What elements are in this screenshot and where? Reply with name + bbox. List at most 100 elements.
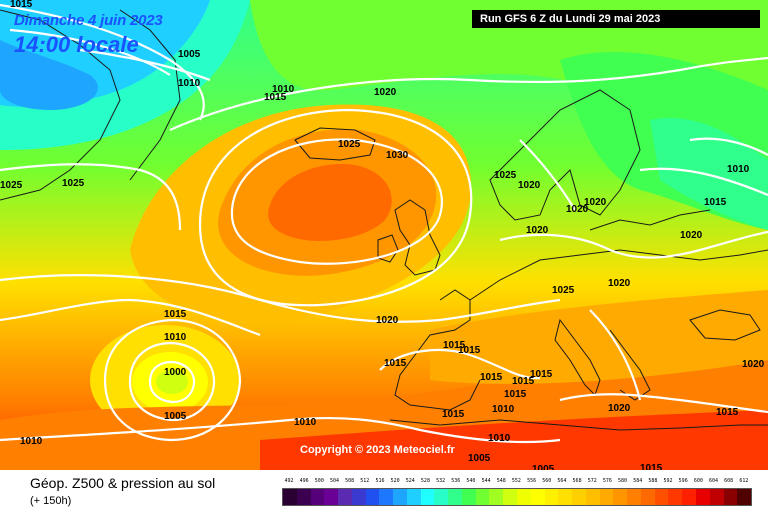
mediterranean-warm — [430, 290, 768, 384]
legend-swatch — [668, 489, 683, 505]
azores-cutoff-low-core — [156, 370, 188, 394]
legend-swatch — [338, 489, 352, 505]
isobar-label: 1020 — [526, 225, 549, 236]
legend-swatch — [379, 489, 394, 505]
legend-value: 520 — [390, 478, 400, 484]
isobar-label: 1020 — [584, 197, 607, 208]
isobar-label: 1015 — [640, 463, 663, 470]
legend-swatch — [599, 489, 614, 505]
legend-value: 580 — [618, 478, 628, 484]
legend-swatch — [530, 489, 545, 505]
legend-swatch — [420, 489, 435, 505]
legend-value: 600 — [693, 478, 703, 484]
legend-value: 568 — [572, 478, 582, 484]
legend-swatch — [640, 489, 655, 505]
isobar-label: 1015 — [458, 345, 481, 356]
legend-swatch — [723, 489, 738, 505]
isobar-label: 1010 — [164, 332, 187, 343]
legend-swatch — [489, 489, 504, 505]
legend-swatch — [544, 489, 559, 505]
isobar-label: 1005 — [178, 49, 201, 60]
europe-mainland — [469, 249, 768, 301]
isobar-label: 1015 — [480, 372, 503, 383]
north-africa-coast — [389, 419, 768, 431]
legend-swatch — [695, 489, 710, 505]
ireland — [377, 234, 399, 263]
isobar-label: 1015 — [704, 197, 727, 208]
isobar-label: 1020 — [608, 403, 631, 414]
legend-swatch — [310, 489, 325, 505]
isobar-label: 1020 — [680, 230, 703, 241]
isobar-label: 1015 — [264, 92, 287, 103]
legend-value: 552 — [511, 478, 521, 484]
color-scale-legend: 492 496 500 504 508 512 516 520 524 528 532 536 540 5… — [282, 478, 752, 508]
isobar-1030 — [230, 138, 443, 265]
legend-value: 592 — [663, 478, 673, 484]
greece-balkans — [609, 329, 651, 401]
iceland-high-center — [268, 164, 392, 241]
isobar-label: 1015 — [716, 407, 739, 418]
legend-swatch — [475, 489, 490, 505]
legend-swatch — [406, 489, 421, 505]
legend-value: 532 — [436, 478, 446, 484]
isobar-label: 1010 — [294, 417, 317, 428]
isobar-label: 1015 — [530, 369, 553, 380]
legend-value: 548 — [496, 478, 506, 484]
legend-swatch — [283, 489, 297, 505]
legend-swatch — [613, 489, 628, 505]
legend-value: 588 — [648, 478, 658, 484]
legend-swatch — [324, 489, 339, 505]
isobar-label: 1010 — [178, 78, 201, 89]
legend-value: 584 — [633, 478, 643, 484]
isobar-label: 1020 — [374, 87, 397, 98]
legend-swatch — [448, 489, 462, 505]
legend-swatch — [434, 489, 449, 505]
isobar-1015-med — [559, 393, 768, 414]
iceland-coast — [294, 127, 376, 161]
greenland-east-coast — [119, 9, 181, 181]
legend-value: 572 — [587, 478, 597, 484]
legend-swatch — [737, 489, 752, 505]
isobar-label: 1020 — [376, 315, 399, 326]
legend-value: 556 — [527, 478, 537, 484]
isobar-label: 1025 — [338, 139, 361, 150]
isobar-1000-low — [148, 360, 196, 404]
baltic-coast — [589, 209, 711, 231]
isobar-label: 1010 — [272, 84, 295, 95]
legend-value: 512 — [360, 478, 370, 484]
isobar-label: 1025 — [62, 178, 85, 189]
legend-value: 524 — [405, 478, 415, 484]
isobar-label: 1015 — [512, 376, 535, 387]
isobar-label: 1005 — [532, 464, 555, 470]
isobar-1020-north — [169, 56, 768, 132]
weather-map: 1015 1005 1010 1015 1010 1020 1025 1030 … — [0, 0, 768, 470]
legend-value: 608 — [724, 478, 734, 484]
legend-swatch — [365, 489, 380, 505]
legend-swatch — [585, 489, 600, 505]
isobar-label: 1015 — [384, 358, 407, 369]
isobar-labels: 1015 1005 1010 1015 1010 1020 1025 1030 … — [0, 0, 765, 470]
legend-swatch — [558, 489, 573, 505]
isobar-1020-europe — [499, 230, 768, 259]
isobar-label: 1015 — [442, 409, 465, 420]
legend-swatch — [709, 489, 724, 505]
greenland-coast — [0, 9, 121, 201]
isobar-1015-iberia — [379, 348, 541, 380]
legend-swatch — [682, 489, 696, 505]
isobar-label: 1020 — [566, 204, 589, 215]
legend-value: 560 — [542, 478, 552, 484]
legend-value: 528 — [420, 478, 430, 484]
isobar-1010-greenland — [9, 28, 171, 76]
cold-core-inner — [0, 40, 98, 110]
forecast-date: Dimanche 4 juin 2023 — [14, 12, 163, 29]
isobar-1010-south — [0, 416, 561, 444]
isobar-label: 1025 — [494, 170, 517, 181]
isobar-label: 1005 — [468, 453, 491, 464]
legend-swatch — [393, 489, 407, 505]
scandinavia-coast — [489, 89, 641, 221]
legend-swatch — [351, 489, 366, 505]
isobar-1015-greenland — [0, 3, 205, 121]
model-run-label: Run GFS 6 Z du Lundi 29 mai 2023 — [472, 10, 760, 28]
isobar-label: 1020 — [608, 278, 631, 289]
